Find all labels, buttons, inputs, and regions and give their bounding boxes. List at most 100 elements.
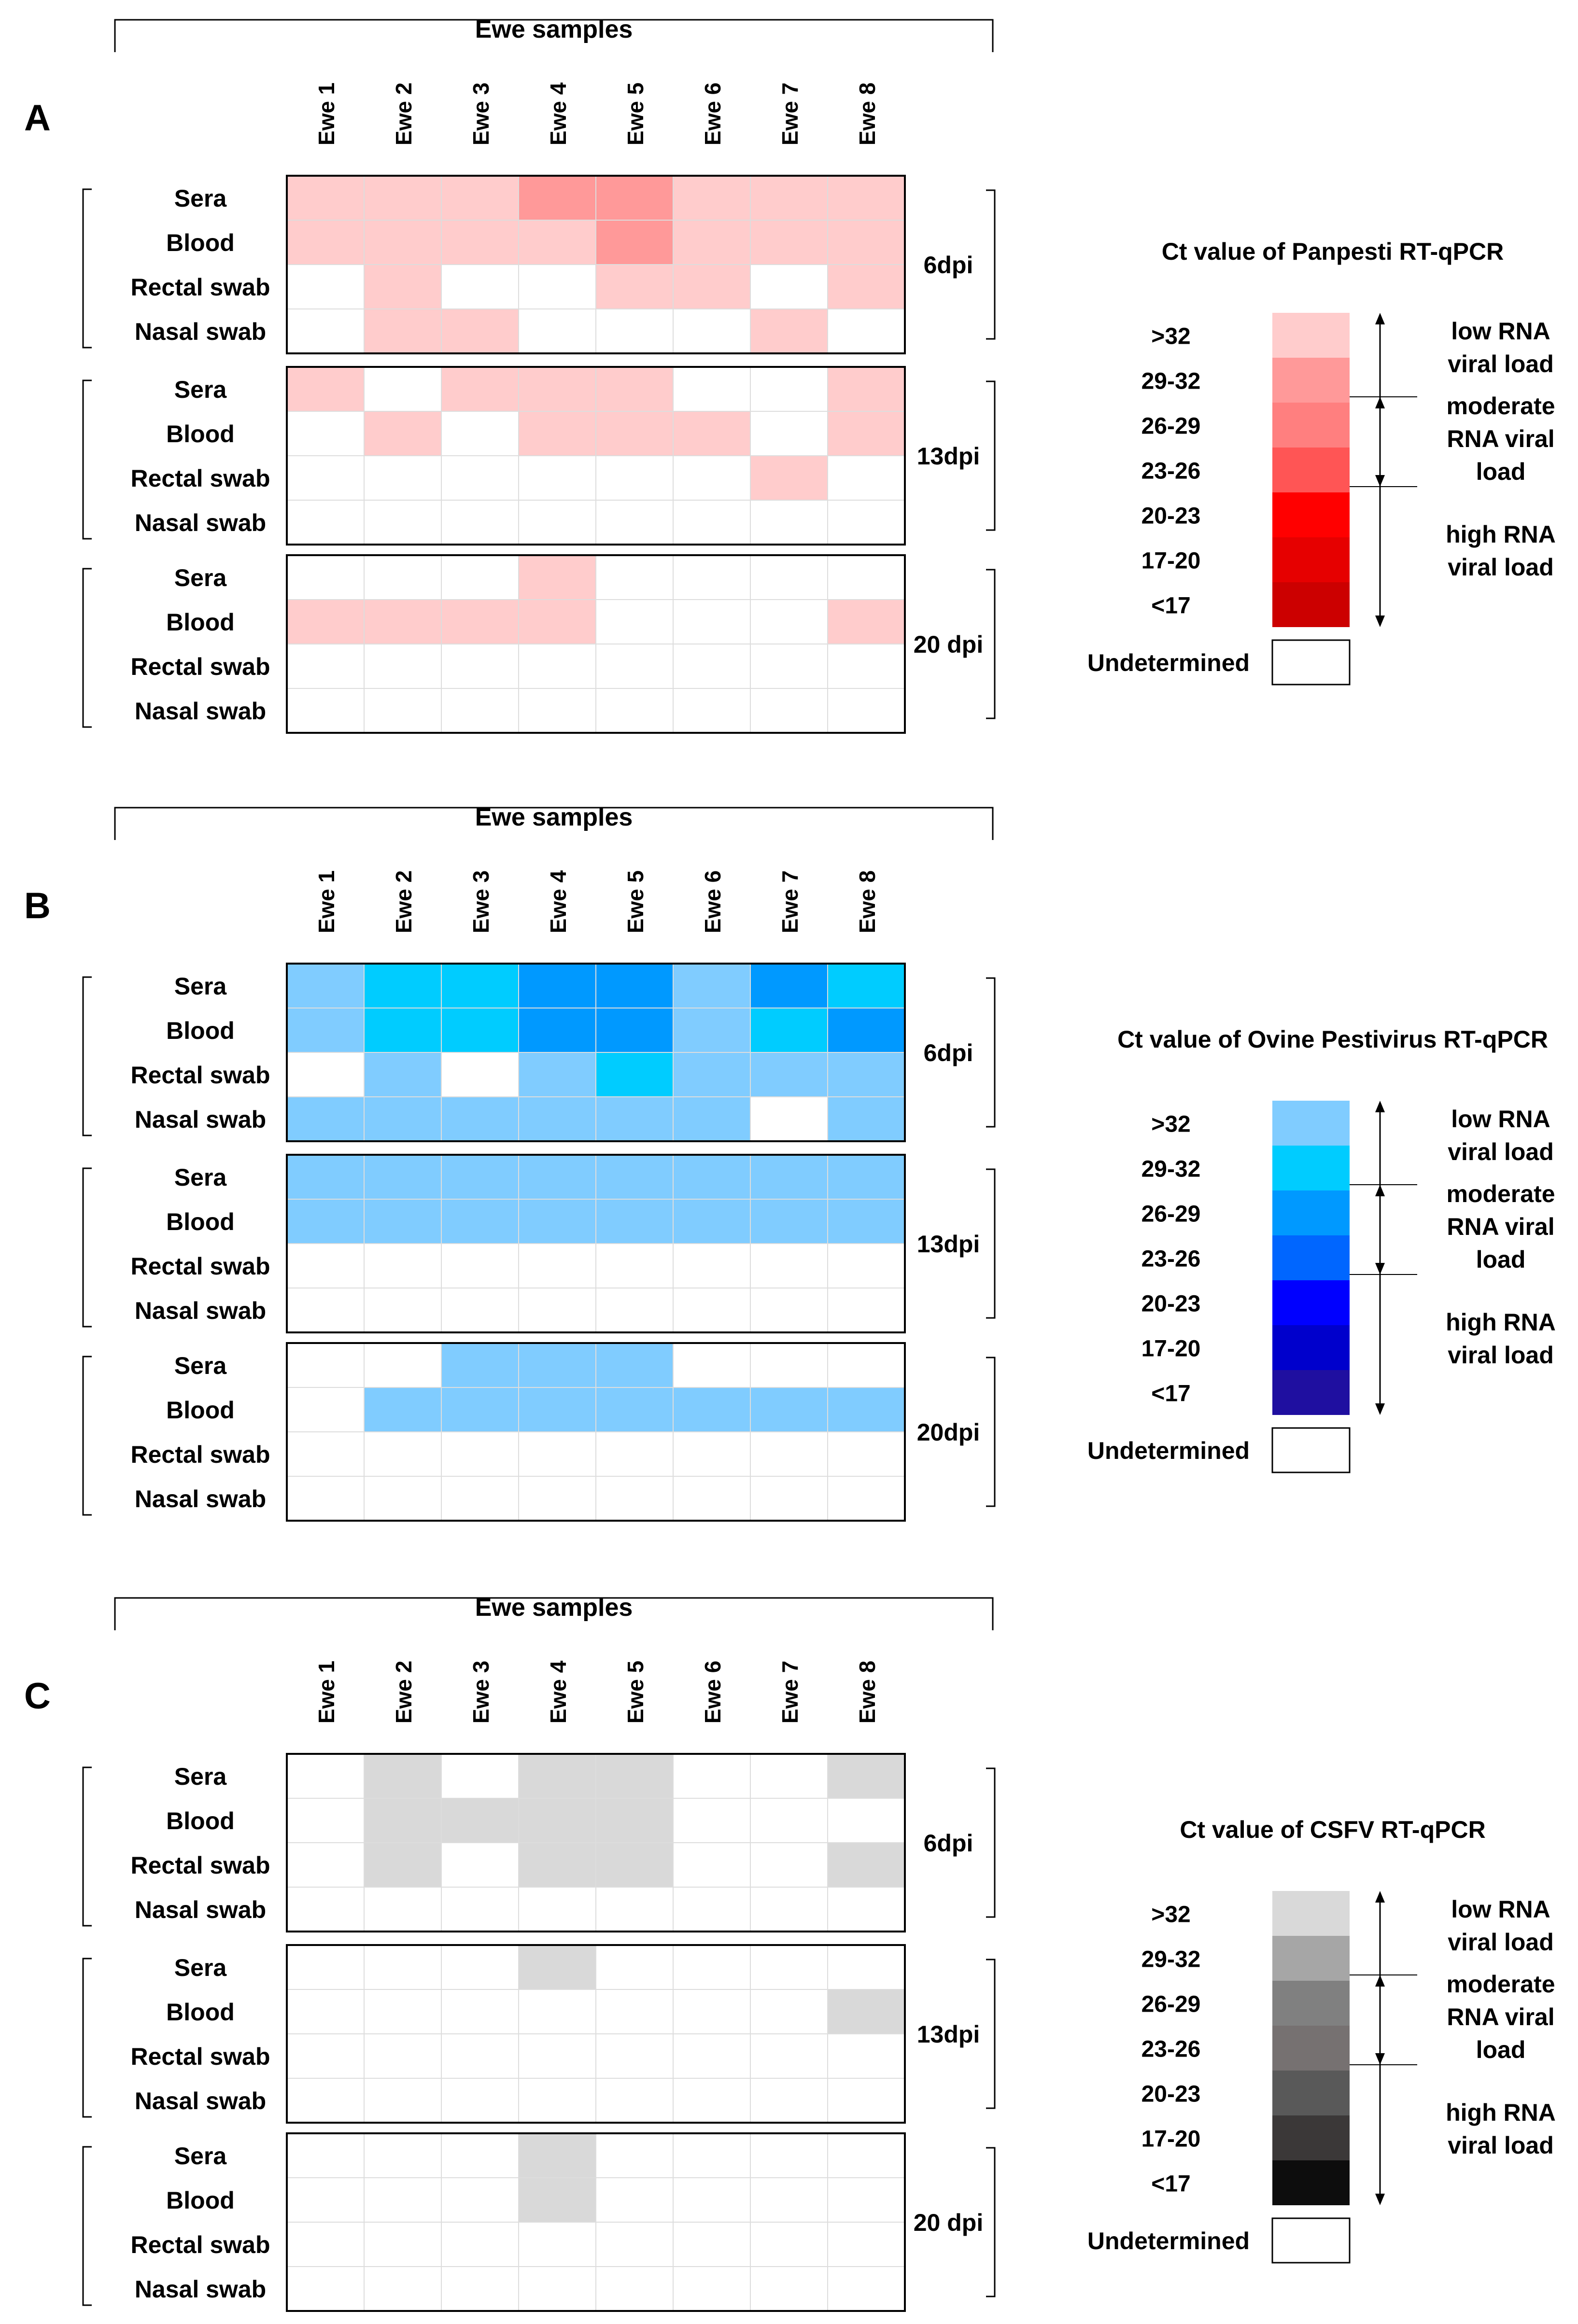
heatmap-cell [441,1798,519,1843]
heatmap-cell [518,175,596,221]
heatmap-cell [364,644,442,689]
heatmap-cell [595,1842,674,1888]
ewe-samples-bracket [114,807,994,840]
heatmap-cell [673,644,751,689]
heatmap-cell [518,2078,596,2123]
heatmap-cell [673,1798,751,1843]
legend-bin-label: <17 [1151,593,1190,619]
heatmap-cell [364,599,442,644]
heatmap-cell [750,1753,828,1799]
heatmap-cell [286,500,365,545]
row-label: Rectal swab [130,1253,270,1280]
heatmap-cell [827,1154,905,1200]
heatmap-cell [518,2177,596,2223]
heatmap-cell [595,1753,674,1799]
legend: Ct value of CSFV RT-qPCR >32 29-32 26-29 23-… [1087,1816,1556,2264]
heatmap-cell [750,688,828,733]
legend-load-label: low RNA [1451,318,1550,345]
heatmap-border [286,963,906,1142]
column-label-ewe-8: Ewe 8 [855,1661,880,1723]
right-timepoint-bracket [986,1357,996,1507]
heatmap-cell [673,2133,751,2178]
heatmap-cell [286,1945,365,1990]
legend-bin-label: 20-23 [1141,1291,1201,1317]
legend-title: Ct value of CSFV RT-qPCR [1180,1816,1485,1843]
heatmap-cell [750,411,828,456]
right-timepoint-bracket [986,189,996,340]
heatmap-cell [441,1343,519,1388]
legend-load-label: load [1476,458,1526,485]
heatmap-cell [750,1945,828,1990]
heatmap-cell [827,2222,905,2267]
legend-swatch [1272,1146,1350,1190]
left-row-bracket [82,1167,92,1328]
timepoint-label: 6dpi [924,252,973,279]
legend-load-label: low RNA [1451,1896,1550,1923]
heatmap-border [286,1944,906,2124]
heatmap-cell [364,1343,442,1388]
heatmap-cell [364,2133,442,2178]
heatmap-cell [286,2266,365,2311]
heatmap-cell [518,1008,596,1053]
heatmap-cell [364,1288,442,1333]
heatmap-cell [441,555,519,600]
heatmap-cell [286,1989,365,2034]
legend-bin-label: 29-32 [1141,369,1201,394]
heatmap-cell [750,366,828,412]
legend-swatch [1272,1280,1350,1325]
heatmap-cell [595,1199,674,1244]
column-label-ewe-2: Ewe 2 [391,1661,416,1723]
legend-undetermined-swatch [1271,1427,1351,1473]
legend-bin-label: 17-20 [1141,548,1201,574]
heatmap-cell [518,220,596,265]
row-label: Blood [166,229,235,256]
heatmap-cell [364,1199,442,1244]
heatmap-cell [673,2222,751,2267]
heatmap-cell [364,1476,442,1521]
heatmap-cell [595,1154,674,1200]
heatmap-cell [595,500,674,545]
right-timepoint-bracket [986,1767,996,1918]
heatmap-cell [518,688,596,733]
heatmap-cell [673,555,751,600]
heatmap-cell [441,1052,519,1097]
heatmap-cell [750,500,828,545]
heatmap-cell [595,411,674,456]
heatmap-cell [750,1052,828,1097]
heatmap-cell [286,1008,365,1053]
heatmap-cell [441,455,519,501]
heatmap-cell [595,220,674,265]
heatmap-cell [750,1288,828,1333]
heatmap-cell [673,1387,751,1432]
heatmap-cell [827,1798,905,1843]
heatmap-cell [595,1798,674,1843]
row-label: Nasal swab [135,2087,266,2114]
legend-bin-label: 26-29 [1141,414,1201,439]
column-label-ewe-1: Ewe 1 [314,83,339,145]
legend-undetermined-label: Undetermined [1087,2227,1250,2254]
legend-arrow-head-down [1375,616,1385,627]
heatmap-cell [673,1945,751,1990]
legend-title: Ct value of Panpesti RT-qPCR [1162,238,1504,265]
heatmap-border [286,2132,906,2312]
heatmap-cell [673,500,751,545]
heatmap-cell [364,1052,442,1097]
heatmap-cell [364,1243,442,1288]
heatmap-cell [518,1052,596,1097]
heatmap-cell [518,308,596,354]
heatmap-cell [595,2177,674,2223]
heatmap-cell [518,1431,596,1477]
heatmap-cell [518,2033,596,2079]
heatmap-cell [364,1989,442,2034]
ewe-samples-bracket [114,1597,994,1630]
right-timepoint-bracket [986,977,996,1128]
column-label-ewe-5: Ewe 5 [623,870,648,933]
column-label-ewe-6: Ewe 6 [700,83,725,145]
heatmap-cell [364,2222,442,2267]
legend-swatch [1272,1325,1350,1370]
heatmap-cell [364,2177,442,2223]
row-label: Blood [166,2187,235,2214]
heatmap-cell [673,1154,751,1200]
timepoint-label: 6dpi [924,1039,973,1066]
heatmap-border [286,1753,906,1932]
